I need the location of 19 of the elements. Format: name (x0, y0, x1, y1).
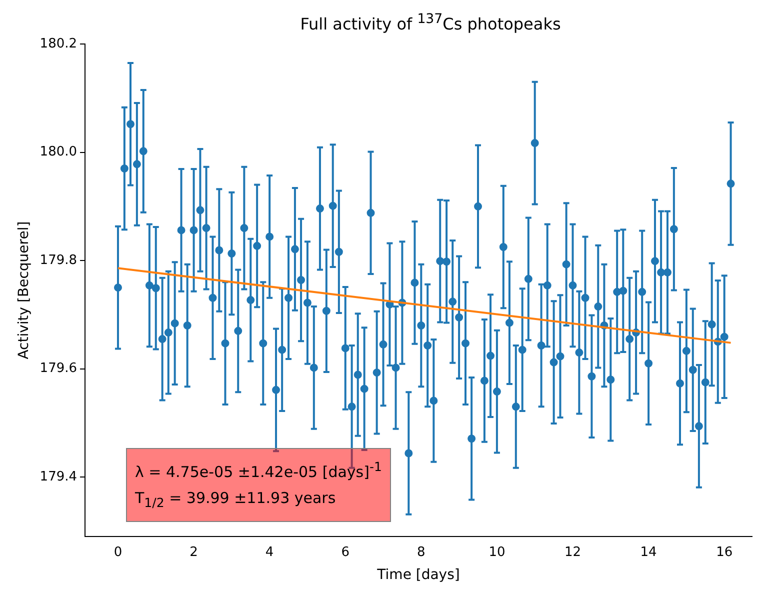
x-tick-label: 4 (265, 544, 274, 560)
x-tick-label: 8 (417, 544, 426, 560)
y-tick-label: 180.0 (40, 144, 78, 160)
x-tick-label: 12 (564, 544, 582, 560)
y-tick-label: 179.6 (40, 361, 78, 376)
x-tick-label: 10 (488, 544, 506, 560)
x-tick-label: 6 (341, 544, 350, 560)
y-tick-label: 179.4 (40, 469, 78, 484)
annotation: λ = 4.75e-05 ±1.42e-05 [days]$^{-1}$ (135, 458, 382, 483)
y-tick-label: 180.2 (40, 36, 78, 52)
y-tick-label: 179.8 (40, 252, 78, 268)
chart-title: Full activity of $^{137}$Cs photopeaks (299, 12, 562, 34)
x-tick-label: 14 (640, 544, 657, 560)
annotation: T$_{1/2}$ = 39.99 ±11.93 years (135, 488, 337, 512)
x-tick-label: 2 (190, 544, 198, 560)
x-tick-label: 16 (716, 544, 733, 560)
x-axis-title: Time [days] (376, 567, 460, 584)
y-axis-title: Activity [Becquerel] (16, 221, 32, 360)
x-tick-label: 0 (114, 544, 122, 560)
